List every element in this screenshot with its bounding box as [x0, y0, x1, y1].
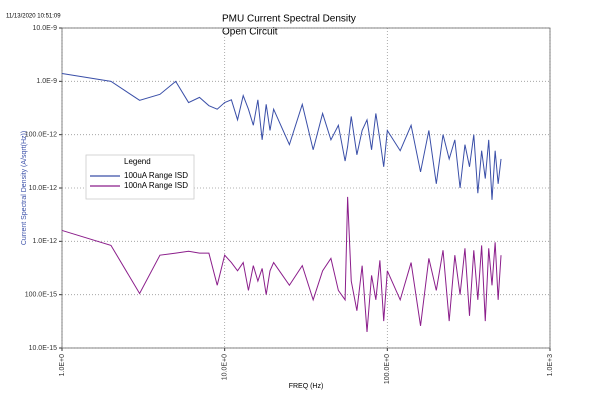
chart-title: PMU Current Spectral Density: [222, 14, 356, 25]
legend-box: [85, 154, 195, 200]
y-tick-label: 1.0E-9: [36, 78, 57, 85]
legend-title: Legend: [124, 157, 151, 166]
timestamp: 11/13/2020 10:51:09: [6, 14, 61, 20]
y-tick-label: 10.0E-15: [29, 345, 58, 352]
x-tick-label: 1.0E+0: [59, 354, 66, 376]
x-tick-label: 100.0E+0: [384, 354, 391, 384]
x-tick-label: 1.0E+3: [547, 354, 554, 376]
plot-frame: [61, 27, 551, 349]
legend-label: 100nA Range ISD: [124, 181, 188, 190]
data-line: [61, 196, 502, 332]
x-axis-label: FREQ (Hz): [289, 383, 324, 390]
y-tick-label: 100.0E-12: [25, 132, 57, 139]
chart-subtitle: Open Circuit: [222, 27, 278, 38]
y-axis-label: Current Spectral Density (A/sqrt(Hz)): [21, 131, 28, 245]
data-line: [61, 73, 502, 200]
y-tick-label: 10.0E-9: [32, 25, 57, 32]
y-tick-label: 100.0E-15: [25, 292, 57, 299]
x-tick-label: 10.0E+0: [222, 354, 229, 380]
y-tick-label: 1.0E-12: [32, 238, 57, 245]
legend-label: 100uA Range ISD: [124, 171, 188, 180]
y-tick-label: 10.0E-12: [29, 185, 58, 192]
